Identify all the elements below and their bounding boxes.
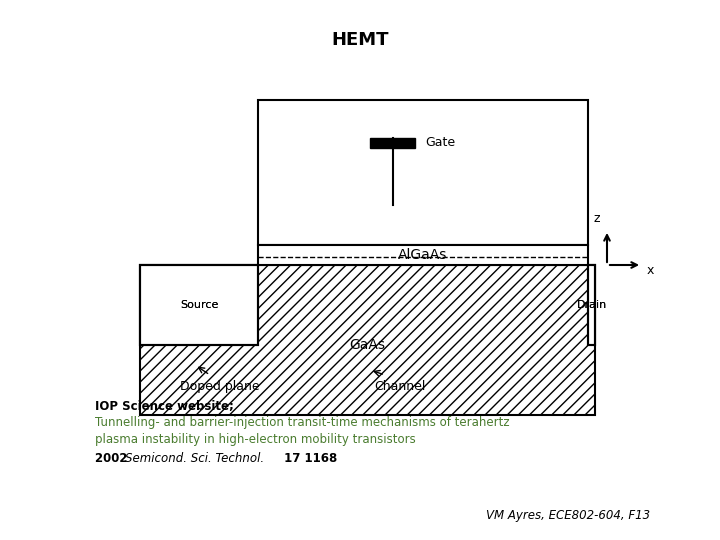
Bar [370, 138, 415, 148]
Text: IOP Science website;: IOP Science website; [95, 400, 234, 413]
Text: Drain: Drain [577, 300, 607, 310]
Bar [588, 265, 595, 345]
Text: VM Ayres, ECE802-604, F13: VM Ayres, ECE802-604, F13 [486, 509, 650, 522]
Bar [258, 100, 588, 245]
Text: Channel: Channel [374, 380, 426, 393]
Text: Doped plane: Doped plane [180, 380, 260, 393]
Bar [588, 265, 595, 345]
Text: HEMT: HEMT [331, 31, 389, 49]
Text: AlGaAs: AlGaAs [398, 248, 448, 262]
Bar [140, 265, 595, 415]
Text: Semicond. Sci. Technol.: Semicond. Sci. Technol. [125, 452, 264, 465]
Text: Gate: Gate [425, 137, 455, 150]
Text: Source: Source [180, 300, 218, 310]
Bar [258, 245, 588, 265]
Text: 17 1168: 17 1168 [280, 452, 337, 465]
Bar [140, 265, 258, 345]
Bar [140, 265, 258, 345]
Text: 2002: 2002 [95, 452, 132, 465]
Text: Tunnelling- and barrier-injection transit-time mechanisms of terahertz
plasma in: Tunnelling- and barrier-injection transi… [95, 416, 510, 446]
Text: x: x [647, 264, 654, 276]
Text: GaAs: GaAs [349, 338, 385, 352]
Text: Source: Source [180, 300, 218, 310]
Text: Drain: Drain [577, 300, 607, 310]
Bar [588, 265, 595, 345]
Bar [140, 265, 258, 345]
Text: z: z [594, 212, 600, 225]
